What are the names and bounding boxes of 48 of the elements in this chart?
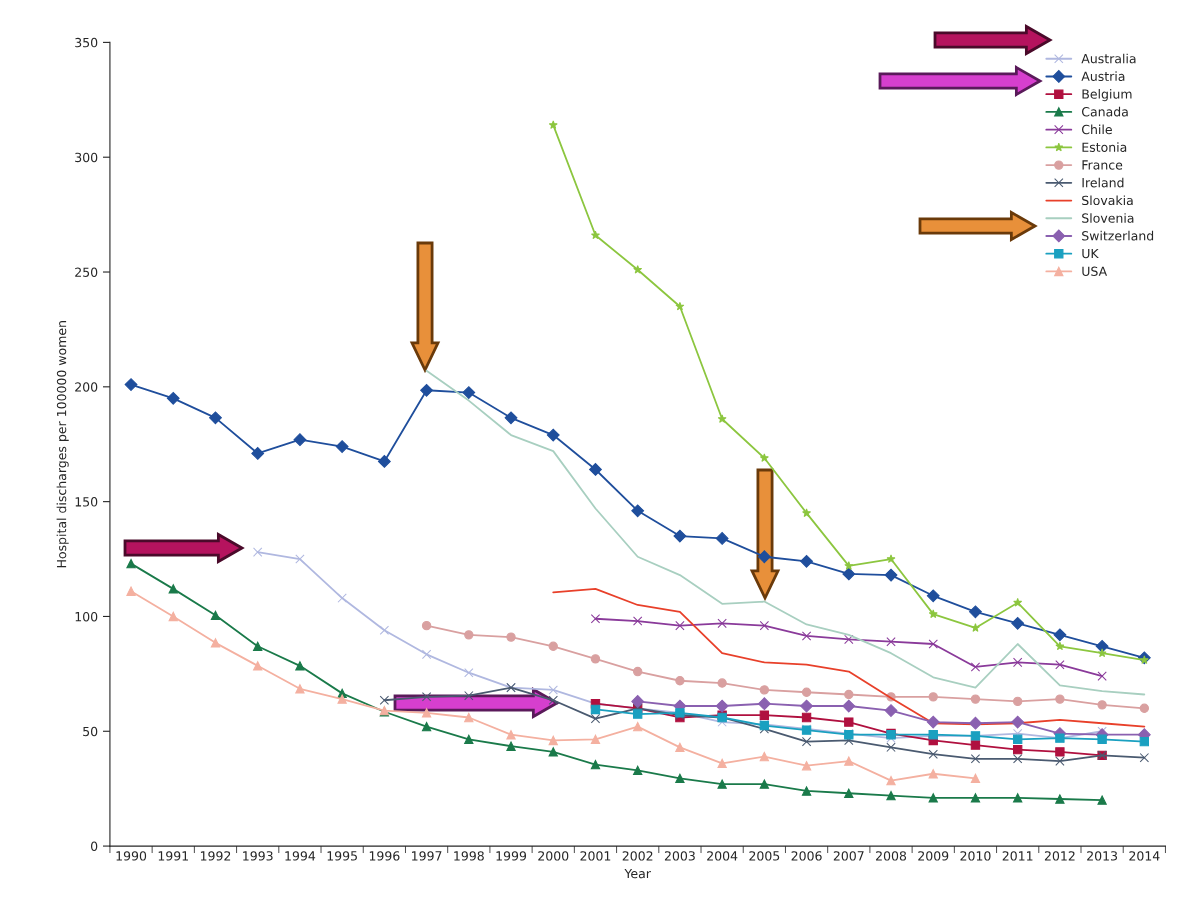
y-tick-label: 250 (75, 267, 98, 277)
legend-label: Slovakia (1082, 195, 1133, 206)
legend-label: Austria (1081, 71, 1125, 82)
y-axis-title: Hospital discharges per 100000 women (56, 321, 69, 568)
y-tick-label: 200 (75, 382, 98, 392)
x-tick-label: 1992 (200, 851, 231, 861)
y-tick-label: 150 (75, 497, 98, 507)
legend-label: Estonia (1082, 142, 1127, 152)
x-tick-label: 1996 (369, 851, 400, 861)
x-tick-label: 1990 (116, 851, 147, 861)
x-tick-label: 2004 (707, 851, 738, 861)
x-axis-title: Year (624, 868, 651, 879)
x-tick-label: 2009 (918, 851, 949, 861)
x-tick-label: 2003 (664, 851, 695, 861)
legend-label: Slovenia (1082, 213, 1134, 223)
x-tick-label: 2002 (622, 851, 653, 861)
legend-label: Belgium (1082, 89, 1132, 102)
legend-label: Chile (1081, 124, 1112, 135)
x-tick-label: 1998 (454, 851, 484, 861)
x-tick-label: 2013 (1087, 851, 1118, 861)
x-tick-label: 1997 (412, 851, 442, 861)
legend-label: France (1082, 160, 1123, 170)
legend-label: Switzerland (1082, 230, 1154, 241)
y-tick-label: 50 (83, 726, 98, 737)
x-tick-label: 2005 (749, 851, 780, 861)
x-tick-label: 2006 (791, 851, 822, 861)
x-tick-label: 2012 (1044, 851, 1075, 861)
y-tick-label: 350 (75, 37, 98, 48)
y-tick-label: 300 (75, 152, 98, 163)
x-tick-label: 1994 (285, 851, 316, 861)
legend-label: Australia (1081, 53, 1136, 64)
y-tick-label: 0 (90, 841, 98, 851)
x-tick-label: 2007 (833, 851, 864, 861)
x-tick-label: 2000 (538, 851, 569, 861)
x-tick-label: 1995 (327, 851, 357, 861)
x-tick-label: 2014 (1129, 851, 1160, 861)
x-tick-label: 2001 (580, 851, 611, 861)
x-tick-label: 1993 (243, 851, 273, 861)
x-tick-label: 1999 (496, 851, 527, 861)
legend-label: Ireland (1082, 177, 1124, 188)
x-tick-label: 2008 (876, 851, 907, 861)
legend-label: Canada (1081, 106, 1128, 117)
legend-label: UK (1082, 248, 1099, 259)
x-tick-label: 1991 (158, 851, 189, 861)
x-tick-label: 2010 (960, 851, 991, 861)
legend-label: USA (1082, 266, 1108, 276)
x-tick-label: 2011 (1002, 851, 1033, 861)
y-tick-label: 100 (75, 611, 98, 622)
